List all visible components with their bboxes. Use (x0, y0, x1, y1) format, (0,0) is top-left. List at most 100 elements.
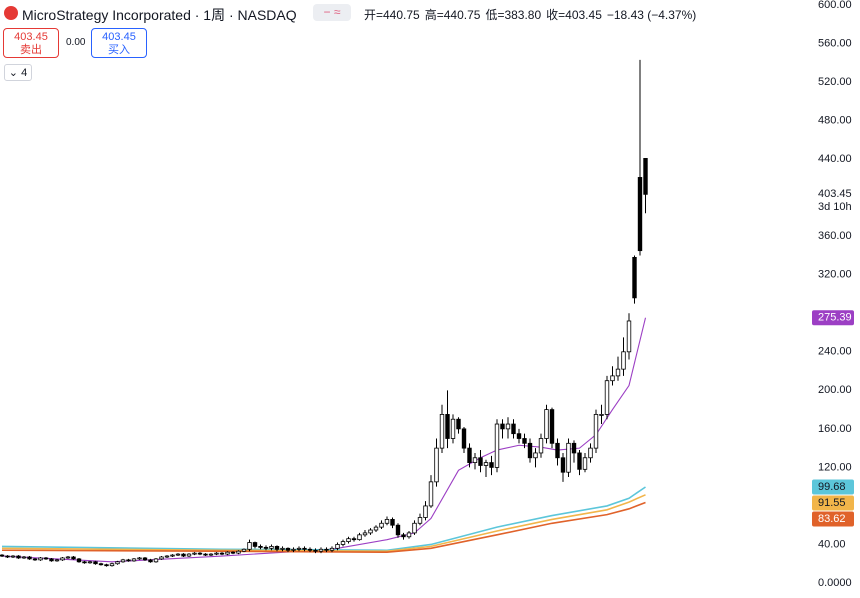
candle-body (230, 551, 236, 554)
candle-body (175, 553, 181, 556)
ohlc-item: 高=440.75 (424, 8, 481, 22)
y-tick-label: 600.00 (818, 0, 852, 11)
change: −18.43 (−4.37%) (606, 8, 697, 22)
candle-body (643, 158, 648, 195)
candle-body (142, 557, 148, 561)
sell-button[interactable]: 403.45 卖出 (3, 28, 59, 58)
last-price: 403.45 (818, 188, 852, 200)
candle-body (417, 517, 423, 524)
candle-body (489, 462, 494, 468)
candle-body (120, 559, 126, 563)
logo (4, 6, 18, 20)
candle-body (76, 558, 82, 563)
candle-body (555, 442, 560, 459)
candle-body (263, 546, 269, 549)
candle-body (566, 442, 571, 473)
candle-body (21, 556, 27, 559)
candle-body (384, 519, 390, 524)
candle-body (153, 558, 159, 563)
candle-body (588, 447, 593, 459)
candle-body (516, 433, 522, 439)
candle-body (527, 442, 533, 459)
candle-body (82, 561, 87, 564)
symbol[interactable]: MicroStrategy Incorporated · 1周 · NASDAQ (22, 7, 297, 23)
candle-body (461, 428, 467, 449)
candle-body (181, 553, 186, 557)
candle-body (582, 457, 588, 470)
candle-body (32, 558, 38, 561)
ohlc-item: 开=440.75 (364, 8, 420, 22)
candle-body (544, 409, 549, 439)
candle-body (494, 423, 500, 468)
candle-body (318, 548, 324, 552)
candle-body (65, 556, 71, 559)
y-tick-label: 440.00 (818, 153, 852, 165)
y-tick-label: 360.00 (818, 230, 852, 242)
candle-body (109, 563, 115, 567)
candle-body (406, 532, 412, 538)
candle-body (379, 522, 384, 528)
y-tick-label: 480.00 (818, 115, 852, 127)
candle-body (335, 544, 340, 549)
candle-body (593, 414, 599, 449)
candle-body (511, 423, 516, 435)
y-tick-label: 40.00 (818, 538, 846, 550)
candle-body (439, 414, 445, 449)
indicator-toggle[interactable]: ⌄ 4 (4, 64, 32, 81)
candle-body (505, 423, 511, 430)
candle-body (203, 553, 208, 556)
candle-body (434, 447, 439, 483)
value-tag (812, 310, 854, 326)
moving-average (1, 501, 646, 553)
candle-body (0, 554, 5, 557)
y-tick-label: 0.0000 (818, 577, 852, 589)
candle-body (428, 481, 434, 507)
candle-body (637, 177, 643, 252)
candle-body (533, 452, 538, 459)
candle-body (241, 548, 247, 552)
buy-button[interactable]: 403.45 买入 (91, 28, 147, 58)
candle-body (16, 555, 21, 559)
candle-body (401, 534, 406, 538)
candle-body (10, 555, 16, 558)
candle-body (351, 538, 357, 541)
sell-price: 403.45 (14, 31, 48, 43)
candle-body (27, 556, 32, 560)
candle-body (456, 418, 461, 430)
candle-body (126, 559, 131, 562)
candle-body (483, 462, 489, 466)
candle-body (478, 457, 483, 466)
buy-price: 403.45 (102, 31, 136, 43)
countdown: 3d 10h (818, 201, 852, 213)
candle-body (423, 505, 428, 518)
candle-body (357, 534, 362, 541)
candle-body (390, 519, 395, 526)
y-tick-label: 160.00 (818, 423, 852, 435)
candle-body (467, 447, 472, 463)
candle-body (445, 414, 450, 439)
y-tick-label: 240.00 (818, 346, 852, 358)
candle-body (252, 542, 258, 547)
candle-body (54, 559, 60, 562)
candle-body (225, 551, 230, 555)
candle-body (247, 542, 252, 550)
candle-body (291, 548, 296, 551)
value-tag-label: 91.55 (818, 497, 846, 509)
candle-body (208, 553, 214, 556)
value-tag-label: 99.68 (818, 481, 846, 493)
candle-body (49, 558, 54, 562)
ohlc-item: 收=403.45 (546, 8, 602, 22)
y-tick-label: 560.00 (818, 37, 852, 49)
candle-body (115, 561, 120, 565)
ohlc-item: 低=383.80 (485, 8, 542, 22)
candle-body (571, 442, 577, 454)
ohlc: 开=440.75 高=440.75 低=383.80 收=403.45 −18.43 (… (364, 6, 696, 23)
candle-body (324, 548, 329, 551)
y-tick-label: 320.00 (818, 269, 852, 281)
candle-body (549, 409, 555, 444)
pill[interactable]: − ≈ (313, 4, 351, 21)
candle-body (340, 541, 346, 545)
candle-body (87, 561, 93, 564)
moving-average (1, 486, 646, 552)
